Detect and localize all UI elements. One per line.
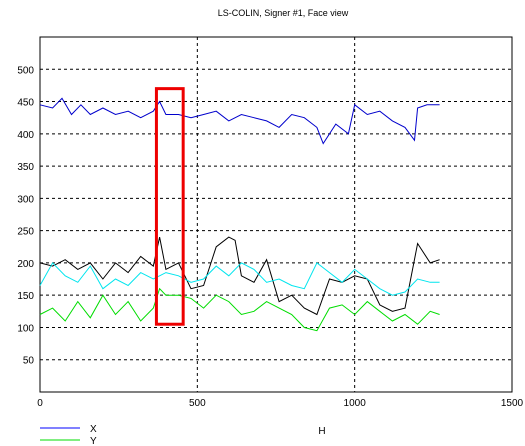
y-tick-label: 250	[17, 227, 34, 238]
legend-y-label: Y	[90, 436, 97, 446]
y-tick-label: 450	[17, 98, 34, 109]
x-axis-label: H	[318, 426, 325, 437]
highlight-box	[154, 87, 185, 326]
x-tick-label: 500	[189, 398, 206, 409]
tick-labels: 50 100 150 200 250 300 350 400 450 500 0 500 1000 150…	[17, 65, 523, 409]
chart-title: LS-COLIN, Signer #1, Face view	[218, 8, 349, 18]
plot-frame	[39, 36, 513, 393]
series-line-3	[39, 97, 440, 145]
annotation	[154, 87, 185, 326]
series-line-2	[39, 262, 440, 296]
y-tick-label: 200	[17, 259, 34, 270]
y-tick-label: 100	[17, 323, 34, 334]
x-tick-label: 1500	[501, 398, 524, 409]
legend-x-label: X	[90, 424, 97, 435]
y-tick-label: 400	[17, 130, 34, 141]
legend: X Y	[40, 424, 97, 446]
series-line-0	[39, 236, 440, 316]
y-tick-label: 50	[23, 356, 35, 367]
series-line-1	[39, 287, 440, 332]
y-tick-label: 500	[17, 65, 34, 76]
grid-lines	[40, 37, 512, 392]
y-tick-label: 300	[17, 194, 34, 205]
y-tick-label: 150	[17, 291, 34, 302]
y-tick-label: 350	[17, 162, 34, 173]
series-lines	[39, 97, 440, 332]
x-tick-label: 0	[37, 398, 43, 409]
x-tick-label: 1000	[344, 398, 367, 409]
plot-border	[39, 36, 513, 393]
